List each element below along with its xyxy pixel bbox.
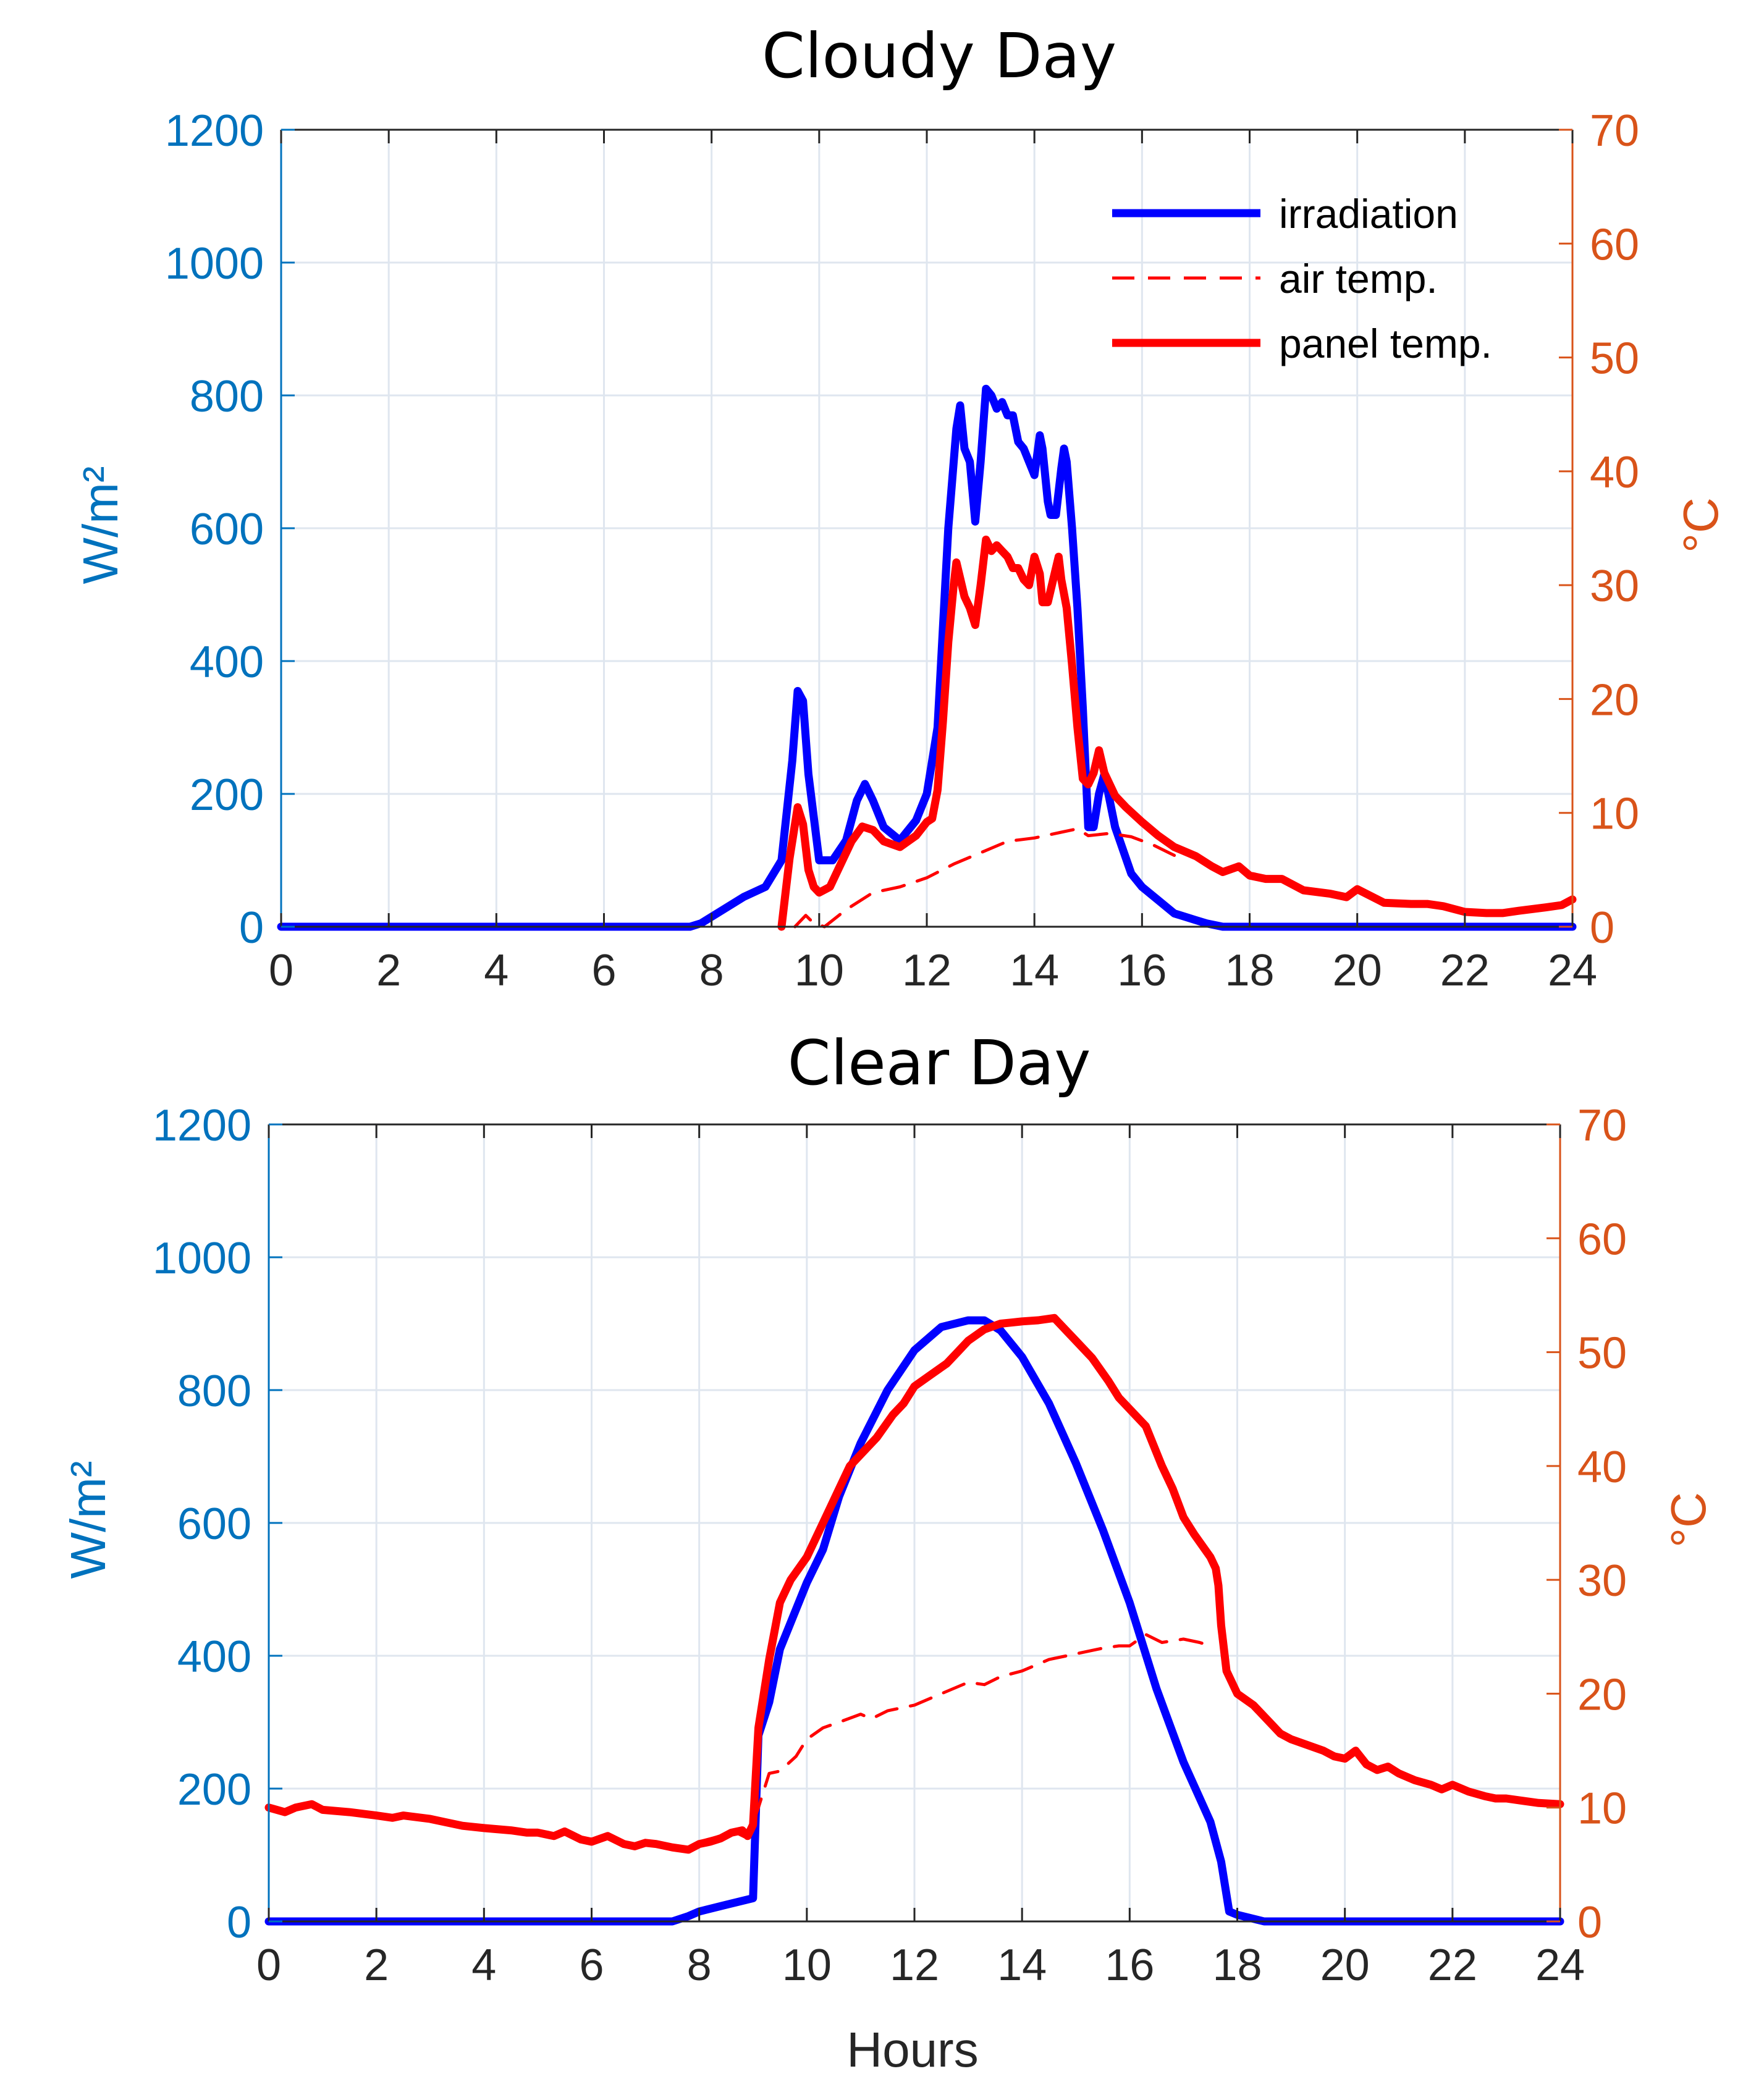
x-tick-label: 4 <box>484 946 509 995</box>
legend: irradiation air temp. panel temp. <box>1112 191 1492 366</box>
x-tick-label: 14 <box>997 1941 1047 1990</box>
x-tick-label: 12 <box>902 946 952 995</box>
x-tick-label: 4 <box>471 1941 496 1990</box>
x-tick-label: 20 <box>1320 1941 1370 1990</box>
y-tick-label-left: 400 <box>190 638 264 687</box>
y-tick-label-right: 60 <box>1577 1215 1627 1264</box>
x-tick-label: 6 <box>591 946 616 995</box>
y-tick-label-left: 0 <box>227 1898 251 1947</box>
left-axis-label: W/m² <box>73 466 128 584</box>
y-tick-label-right: 70 <box>1577 1101 1627 1150</box>
y-tick-label-left: 800 <box>190 372 264 421</box>
y-tick-label-left: 200 <box>177 1765 251 1815</box>
left-axis-label: W/m² <box>61 1461 116 1579</box>
y-tick-label-right: 0 <box>1577 1898 1602 1947</box>
y-tick-label-right: 30 <box>1577 1556 1627 1606</box>
legend-label: air temp. <box>1279 256 1438 301</box>
y-tick-label-left: 1200 <box>165 106 264 156</box>
series-line-air-temp <box>698 1633 1212 1844</box>
chart-title: Cloudy Day <box>762 20 1116 92</box>
x-tick-label: 16 <box>1105 1941 1154 1990</box>
x-tick-label: 8 <box>687 1941 712 1990</box>
x-tick-label: 22 <box>1440 946 1490 995</box>
x-axis-label: Hours <box>846 2022 978 2077</box>
y-tick-label-right: 50 <box>1577 1329 1627 1378</box>
y-tick-label-right: 10 <box>1577 1784 1627 1834</box>
series-line-panel-temp <box>264 1313 1564 1854</box>
x-tick-label: 8 <box>699 946 724 995</box>
y-tick-label-right: 20 <box>1590 675 1639 725</box>
x-tick-label: 24 <box>1548 946 1597 995</box>
y-tick-label-right: 70 <box>1590 106 1639 156</box>
y-tick-label-left: 800 <box>177 1367 251 1416</box>
y-tick-label-right: 30 <box>1590 562 1639 611</box>
y-tick-label-left: 400 <box>177 1632 251 1682</box>
y-tick-label-right: 0 <box>1590 903 1614 953</box>
clear-day-chart: Clear Day 0 2 4 6 8 10 12 14 16 18 20 22 24020040060… <box>61 1027 1716 2077</box>
y-tick-label-right: 40 <box>1590 448 1639 497</box>
x-tick-label: 0 <box>269 946 293 995</box>
y-tick-label-left: 600 <box>190 505 264 554</box>
y-tick-label-left: 1000 <box>165 239 264 289</box>
x-tick-label: 2 <box>364 1941 389 1990</box>
x-tick-label: 12 <box>890 1941 939 1990</box>
x-tick-label: 6 <box>579 1941 604 1990</box>
x-tick-label: 18 <box>1212 1941 1262 1990</box>
x-tick-label: 0 <box>256 1941 281 1990</box>
x-tick-label: 24 <box>1535 1941 1585 1990</box>
right-axis-label: °C <box>1673 497 1728 553</box>
y-tick-label-left: 200 <box>190 770 264 820</box>
legend-label: irradiation <box>1279 191 1458 237</box>
y-tick-label-right: 20 <box>1577 1670 1627 1719</box>
y-tick-label-left: 600 <box>177 1499 251 1549</box>
y-tick-label-left: 0 <box>239 903 264 953</box>
x-tick-label: 14 <box>1010 946 1059 995</box>
series-line-irradiation <box>277 384 1577 931</box>
x-tick-label: 22 <box>1428 1941 1477 1990</box>
legend-label: panel temp. <box>1279 321 1492 366</box>
y-tick-label-right: 40 <box>1577 1443 1627 1492</box>
right-axis-label: °C <box>1661 1492 1716 1548</box>
y-tick-label-right: 10 <box>1590 790 1639 839</box>
x-tick-label: 10 <box>782 1941 832 1990</box>
cloudy-day-chart: Cloudy Day 0 2 4 6 8 10 12 14 16 18 20 22 2402004006… <box>73 20 1728 995</box>
x-tick-label: 18 <box>1225 946 1274 995</box>
x-tick-label: 2 <box>376 946 401 995</box>
y-tick-label-right: 60 <box>1590 220 1639 269</box>
y-tick-label-left: 1000 <box>153 1234 251 1283</box>
series-line-air-temp <box>793 827 1187 929</box>
x-tick-label: 20 <box>1333 946 1382 995</box>
x-tick-label: 10 <box>795 946 844 995</box>
series-line-panel-temp <box>777 535 1577 931</box>
y-tick-label-right: 50 <box>1590 334 1639 384</box>
y-tick-label-left: 1200 <box>153 1101 251 1150</box>
chart-title: Clear Day <box>788 1027 1091 1099</box>
x-tick-label: 16 <box>1117 946 1167 995</box>
